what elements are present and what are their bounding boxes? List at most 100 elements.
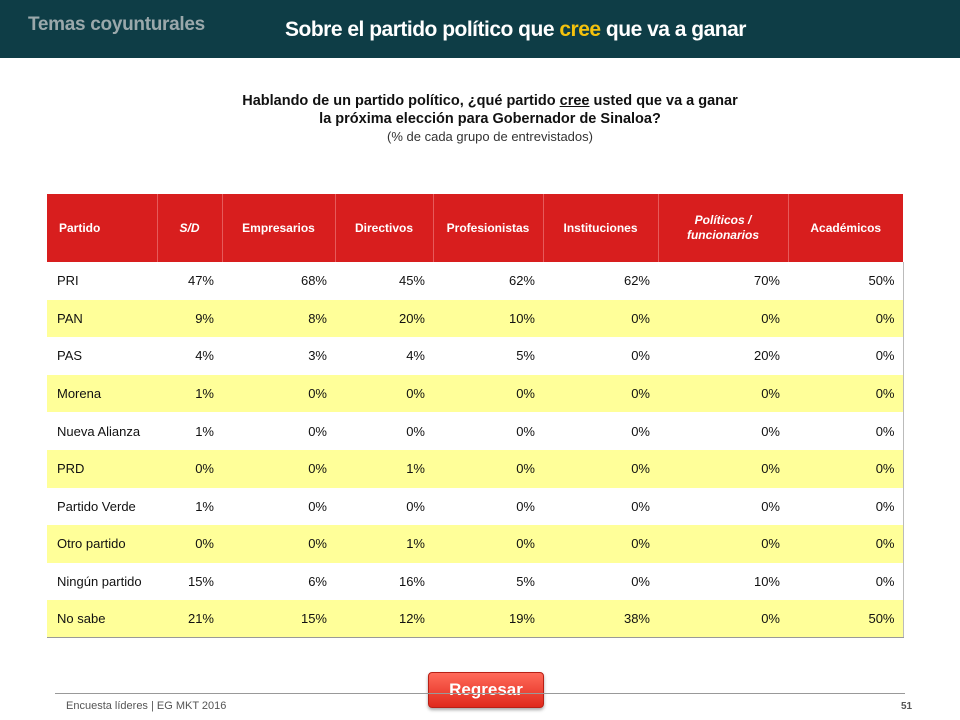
percentage-cell: 50%	[788, 262, 904, 300]
party-name-cell: No sabe	[47, 600, 157, 639]
percentage-cell: 0%	[788, 412, 904, 450]
percentage-cell: 0%	[433, 525, 543, 563]
percentage-cell: 0%	[788, 562, 904, 601]
percentage-cell: 12%	[335, 600, 433, 639]
percentage-cell: 38%	[543, 600, 658, 639]
party-name-cell: Morena	[47, 374, 157, 413]
percentage-cell: 68%	[222, 262, 335, 300]
percentage-cell: 50%	[788, 600, 904, 639]
percentage-cell: 0%	[543, 449, 658, 488]
percentage-cell: 1%	[157, 412, 222, 450]
percentage-cell: 0%	[658, 525, 788, 563]
column-header: Políticos / funcionarios	[657, 194, 788, 262]
table-row: Partido Verde 1% 0% 0% 0% 0% 0% 0%	[47, 487, 904, 526]
table-row: Otro partido 0% 0% 1% 0% 0% 0% 0%	[47, 525, 904, 563]
percentage-cell: 62%	[543, 262, 658, 300]
column-header: Partido	[47, 194, 157, 262]
percentage-cell: 0%	[543, 487, 658, 526]
percentage-cell: 10%	[658, 562, 788, 601]
percentage-cell: 6%	[222, 562, 335, 601]
percentage-cell: 0%	[335, 412, 433, 450]
party-name-cell: PRI	[47, 262, 157, 300]
percentage-cell: 0%	[658, 299, 788, 338]
header-bar: Temas coyunturales Sobre el partido polí…	[0, 0, 960, 58]
percentage-cell: 0%	[222, 525, 335, 563]
percentage-cell: 8%	[222, 299, 335, 338]
table-row: PRI 47% 68% 45% 62% 62% 70% 50%	[47, 262, 904, 300]
percentage-cell: 16%	[335, 562, 433, 601]
column-header: Instituciones	[542, 194, 658, 262]
percentage-cell: 0%	[222, 449, 335, 488]
page-number: 51	[901, 701, 913, 712]
percentage-cell: 3%	[222, 337, 335, 375]
table-row: Ningún partido 15% 6% 16% 5% 0% 10% 0%	[47, 562, 904, 601]
table-row: PRD 0% 0% 1% 0% 0% 0% 0%	[47, 449, 904, 488]
table-row: Nueva Alianza 1% 0% 0% 0% 0% 0% 0%	[47, 412, 904, 450]
question-subtitle: (% de cada grupo de entrevistados)	[387, 129, 593, 144]
percentage-cell: 15%	[157, 562, 222, 601]
question-line-1-end: usted que va a ganar	[589, 93, 738, 109]
percentage-cell: 0%	[543, 562, 658, 601]
percentage-cell: 20%	[335, 299, 433, 338]
column-header: S/D	[156, 194, 222, 262]
title-text-start: Sobre el partido político que	[285, 18, 560, 41]
column-header: Profesionistas	[432, 194, 543, 262]
percentage-cell: 0%	[658, 487, 788, 526]
percentage-cell: 21%	[157, 600, 222, 639]
percentage-cell: 0%	[433, 449, 543, 488]
slide-title: Sobre el partido político que cree que v…	[285, 18, 746, 42]
percentage-cell: 0%	[788, 374, 904, 413]
table-row: PAS 4% 3% 4% 5% 0% 20% 0%	[47, 337, 904, 375]
percentage-cell: 0%	[433, 374, 543, 413]
table-row: Morena 1% 0% 0% 0% 0% 0% 0%	[47, 374, 904, 413]
party-name-cell: PAN	[47, 299, 157, 338]
percentage-cell: 0%	[658, 412, 788, 450]
party-name-cell: Nueva Alianza	[47, 412, 157, 450]
column-header: Empresarios	[221, 194, 335, 262]
back-button[interactable]: Regresar	[428, 672, 544, 708]
percentage-cell: 4%	[157, 337, 222, 375]
party-name-cell: PAS	[47, 337, 157, 375]
table-header-row: Partido S/D Empresarios Directivos Profesion…	[47, 194, 903, 262]
percentage-cell: 45%	[335, 262, 433, 300]
percentage-cell: 0%	[335, 487, 433, 526]
percentage-cell: 0%	[222, 487, 335, 526]
percentage-cell: 0%	[788, 525, 904, 563]
percentage-cell: 10%	[433, 299, 543, 338]
percentage-cell: 0%	[157, 525, 222, 563]
results-table: Partido S/D Empresarios Directivos Profesion…	[47, 194, 904, 639]
party-name-cell: PRD	[47, 449, 157, 488]
footer-divider	[55, 693, 905, 694]
title-text-end: que va a ganar	[600, 18, 747, 41]
party-name-cell: Partido Verde	[47, 487, 157, 526]
party-name-cell: Otro partido	[47, 525, 157, 563]
table-row: PAN 9% 8% 20% 10% 0% 0% 0%	[47, 299, 904, 338]
percentage-cell: 70%	[658, 262, 788, 300]
percentage-cell: 5%	[433, 337, 543, 375]
percentage-cell: 0%	[157, 449, 222, 488]
percentage-cell: 62%	[433, 262, 543, 300]
section-label: Temas coyunturales	[28, 14, 205, 35]
percentage-cell: 5%	[433, 562, 543, 601]
percentage-cell: 0%	[788, 487, 904, 526]
party-name-cell: Ningún partido	[47, 562, 157, 601]
percentage-cell: 0%	[222, 412, 335, 450]
question-underlined-word: cree	[559, 93, 590, 109]
percentage-cell: 0%	[788, 449, 904, 488]
column-header: Académicos	[787, 194, 903, 262]
percentage-cell: 1%	[335, 449, 433, 488]
percentage-cell: 4%	[335, 337, 433, 375]
percentage-cell: 20%	[658, 337, 788, 375]
percentage-cell: 0%	[335, 374, 433, 413]
percentage-cell: 0%	[543, 525, 658, 563]
percentage-cell: 15%	[222, 600, 335, 639]
percentage-cell: 0%	[543, 337, 658, 375]
question-block: Hablando de un partido político, ¿qué pa…	[0, 92, 960, 146]
percentage-cell: 0%	[543, 374, 658, 413]
percentage-cell: 19%	[433, 600, 543, 639]
percentage-cell: 0%	[788, 299, 904, 338]
percentage-cell: 1%	[335, 525, 433, 563]
percentage-cell: 0%	[658, 374, 788, 413]
question-line-1-start: Hablando de un partido político, ¿qué pa…	[242, 93, 560, 109]
percentage-cell: 0%	[433, 487, 543, 526]
